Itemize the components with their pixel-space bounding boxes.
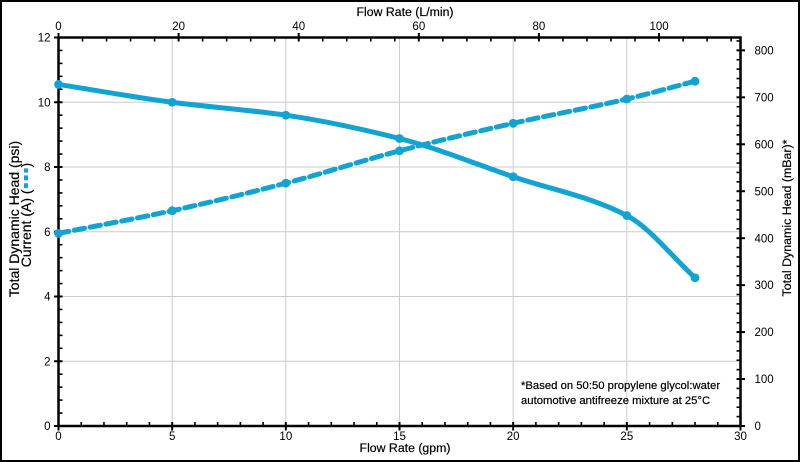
bottom-axis-title: Flow Rate (gpm) <box>359 441 451 455</box>
annotation-note: *Based on 50:50 propylene glycol:water a… <box>521 379 720 408</box>
left-tick-label: 12 <box>38 33 51 45</box>
right-tick-label: 300 <box>755 280 774 292</box>
right-tick-label: 800 <box>755 45 774 57</box>
right-tick-label: 400 <box>755 233 774 245</box>
head-data-point <box>167 97 177 107</box>
bottom-tick-label: 30 <box>734 431 747 443</box>
left-tick-label: 2 <box>44 356 50 368</box>
current-data-point <box>395 146 404 156</box>
left-tick-label: 0 <box>44 421 50 433</box>
right-axis-title: Total Dynamic Head (mBar)* <box>779 139 794 297</box>
head-data-point <box>281 110 291 120</box>
top-tick-label: 40 <box>292 21 305 33</box>
right-tick-label: 500 <box>755 186 774 198</box>
bottom-tick-label: 15 <box>393 431 406 443</box>
current-data-point <box>508 118 518 128</box>
bottom-tick-label: 20 <box>507 431 520 443</box>
bottom-tick-label: 0 <box>55 431 61 443</box>
head-data-point <box>54 80 63 89</box>
left-tick-label: 8 <box>44 162 50 174</box>
current-data-point <box>54 228 63 238</box>
top-axis-title: Flow Rate (L/min) <box>356 5 454 19</box>
bottom-tick-label: 10 <box>279 431 292 443</box>
top-tick-label: 20 <box>172 21 185 33</box>
left-axis-title-current-suffix: ) <box>18 162 34 168</box>
current-data-point <box>622 94 632 104</box>
current-data-point <box>281 178 291 188</box>
left-tick-label: 10 <box>38 97 51 109</box>
head-data-point <box>395 134 404 143</box>
top-tick-label: 100 <box>649 21 668 33</box>
top-tick-label: 60 <box>412 21 425 33</box>
annotation-line1: *Based on 50:50 propylene glycol:water <box>521 380 721 392</box>
right-tick-label: 100 <box>755 374 774 386</box>
dashed-line-legend-icon <box>24 168 28 189</box>
bottom-tick-label: 25 <box>620 431 633 443</box>
head-data-point <box>508 172 518 182</box>
right-tick-label: 600 <box>755 139 774 151</box>
left-tick-label: 4 <box>44 292 51 304</box>
left-axis-title-current-prefix: Current (A) ( <box>18 189 34 268</box>
right-tick-label: 0 <box>755 421 761 433</box>
right-tick-label: 200 <box>755 327 774 339</box>
left-tick-label: 6 <box>44 227 50 239</box>
current-data-point <box>690 76 700 86</box>
annotation-line2: automotive antifreeze mixture at 25°C <box>521 394 711 407</box>
current-data-point <box>167 206 177 216</box>
head-data-point <box>622 211 632 220</box>
top-tick-label: 0 <box>55 21 61 33</box>
top-tick-label: 80 <box>533 21 546 33</box>
current-curve <box>56 78 698 236</box>
bottom-tick-label: 5 <box>169 431 175 443</box>
left-axis-title-current: Current (A) ( ) <box>18 162 34 268</box>
right-tick-label: 700 <box>755 92 774 104</box>
head-curve <box>56 81 698 281</box>
head-data-point <box>690 273 700 283</box>
